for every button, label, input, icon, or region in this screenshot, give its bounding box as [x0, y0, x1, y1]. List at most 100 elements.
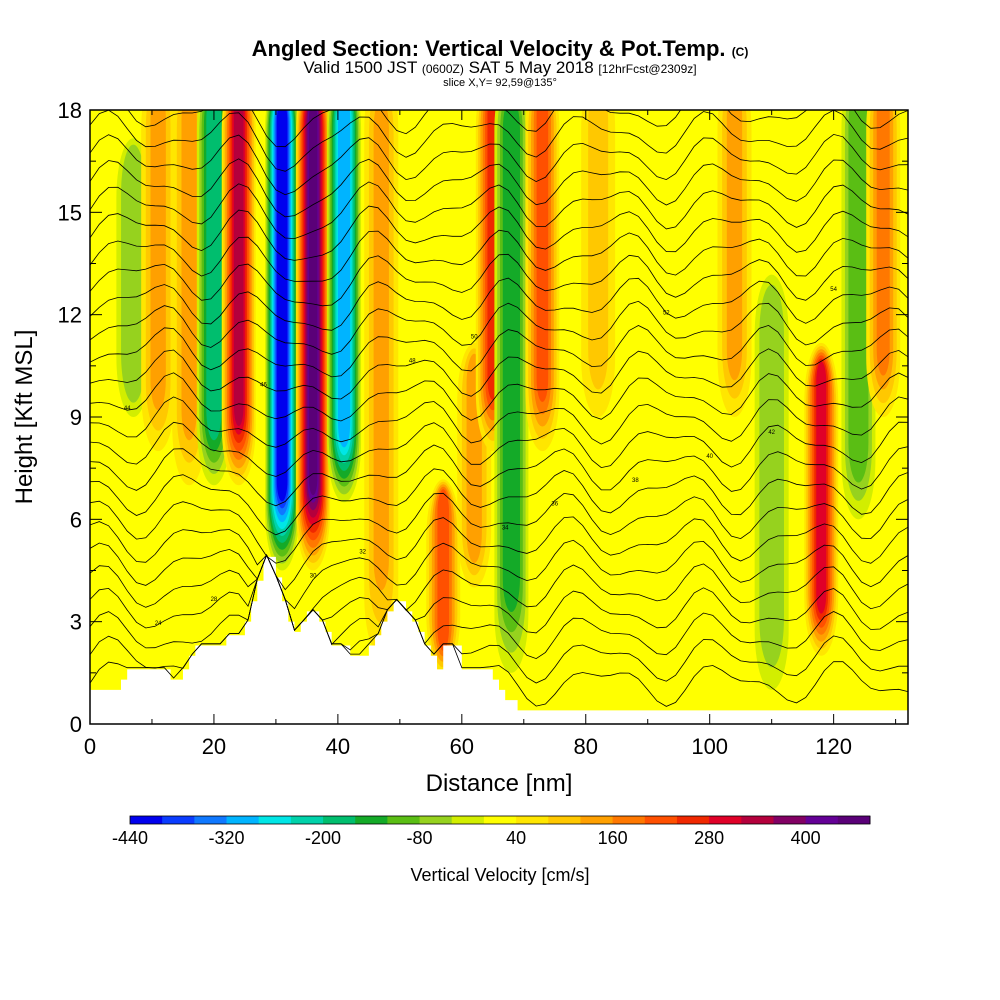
colorbar: -440 -320 -200 -80 40 160 280 400 — [112, 815, 871, 848]
colorbar-swatch — [709, 816, 742, 824]
theta-contour — [90, 300, 908, 355]
theta-contour — [90, 372, 908, 422]
colorbar-tick-label: 400 — [791, 828, 821, 848]
velocity-band — [588, 110, 609, 390]
contour-label: 32 — [359, 549, 366, 555]
colorbar-tick-label: 40 — [506, 828, 526, 848]
colorbar-tick-label: 280 — [694, 828, 724, 848]
colorbar-swatch — [676, 816, 710, 824]
velocity-core — [525, 110, 560, 452]
colorbar-swatch — [258, 816, 292, 824]
colorbar-tick-label: -80 — [407, 828, 433, 848]
theta-contour — [90, 421, 908, 477]
theta-contour — [90, 158, 908, 218]
colorbar-swatch — [837, 816, 871, 824]
velocity-band — [150, 110, 166, 411]
colorbar-swatch — [773, 816, 807, 824]
contour-label: 48 — [409, 358, 416, 364]
colorbar-swatch — [130, 816, 163, 824]
colorbar-swatch — [612, 816, 646, 824]
velocity-band — [308, 110, 318, 496]
velocity-band — [764, 294, 780, 645]
colorbar-tick-label: 160 — [598, 828, 628, 848]
forecast-info: [12hrFcst@2309z] — [598, 62, 697, 76]
theta-contour — [90, 229, 908, 282]
valid-date: SAT 5 May 2018 — [468, 58, 594, 77]
x-tick-label: 60 — [450, 734, 474, 759]
velocity-core — [141, 110, 176, 452]
colorbar-swatch — [194, 816, 228, 824]
x-tick-label: 20 — [202, 734, 226, 759]
x-tick-label: 80 — [574, 734, 598, 759]
theta-contour — [90, 324, 908, 378]
y-tick-label: 12 — [58, 303, 82, 328]
colorbar-swatch — [644, 816, 678, 824]
x-tick-label: 100 — [691, 734, 728, 759]
velocity-core — [265, 110, 300, 571]
theta-contour — [90, 396, 908, 448]
velocity-band — [726, 110, 743, 381]
colorbar-swatch — [419, 816, 453, 824]
theta-contour — [127, 110, 908, 148]
colorbar-border — [129, 815, 871, 825]
velocity-band — [536, 110, 549, 402]
theta-contour — [90, 539, 908, 610]
velocity-core — [296, 110, 331, 571]
x-tick-label: 120 — [815, 734, 852, 759]
velocity-core — [364, 110, 399, 656]
colorbar-swatch — [548, 816, 581, 824]
chart-title: Angled Section: Vertical Velocity & Pot.… — [0, 36, 1000, 62]
y-tick-label: 0 — [70, 712, 82, 737]
colorbar-swatch — [387, 816, 421, 824]
contour-label: 38 — [632, 478, 639, 484]
chart-subtitle: Valid 1500 JST (0600Z) SAT 5 May 2018 [1… — [0, 58, 1000, 78]
utc-time: (0600Z) — [421, 62, 464, 76]
colorbar-swatch — [226, 816, 260, 824]
velocity-band — [125, 150, 142, 389]
colorbar-swatch — [580, 816, 614, 824]
velocity-core — [717, 110, 752, 417]
contour-label: 42 — [768, 430, 775, 436]
colorbar-tick-label: -200 — [305, 828, 341, 848]
theta-contour — [90, 444, 908, 507]
theta-contour — [90, 468, 908, 536]
x-axis-label: Distance [nm] — [426, 770, 573, 797]
velocity-band — [876, 110, 890, 376]
theta-contour — [90, 181, 908, 240]
x-tick-label: 0 — [84, 734, 96, 759]
velocity-band — [233, 110, 244, 427]
y-tick-label: 6 — [70, 507, 82, 532]
colorbar-swatch — [162, 816, 195, 824]
theta-contour — [90, 516, 908, 591]
theta-contour — [90, 110, 908, 172]
theta-contour — [90, 492, 908, 564]
theta-contour — [90, 348, 908, 400]
y-tick-label: 3 — [70, 610, 82, 635]
theta-contour — [90, 554, 908, 660]
theta-contour — [90, 277, 908, 331]
valid-time: Valid 1500 JST — [303, 58, 418, 77]
theta-contour — [90, 554, 908, 631]
velocity-band — [851, 110, 865, 465]
velocity-band — [505, 110, 518, 592]
colorbar-label: Vertical Velocity [cm/s] — [410, 865, 589, 885]
velocity-band — [373, 110, 389, 591]
velocity-core — [494, 110, 529, 673]
contour-label: 30 — [310, 573, 317, 579]
y-axis-label: Height [Kft MSL] — [11, 330, 38, 505]
colorbar-swatch — [290, 816, 324, 824]
velocity-band — [208, 110, 220, 429]
colorbar-swatch — [323, 816, 356, 824]
contour-label: 28 — [211, 597, 218, 603]
contour-label: 40 — [706, 454, 713, 460]
y-tick-label: 9 — [70, 405, 82, 430]
slice-label: slice X,Y= 92,59@135° — [443, 77, 557, 89]
colorbar-tick-label: -320 — [209, 828, 245, 848]
theta-contour — [90, 133, 908, 196]
contour-label: 44 — [124, 406, 131, 412]
theta-contour — [90, 554, 908, 684]
theta-contours: 24 28 30 32 34 36 38 40 42 44 46 48 50 52 54 — [90, 110, 908, 707]
contour-label: 34 — [502, 526, 509, 532]
